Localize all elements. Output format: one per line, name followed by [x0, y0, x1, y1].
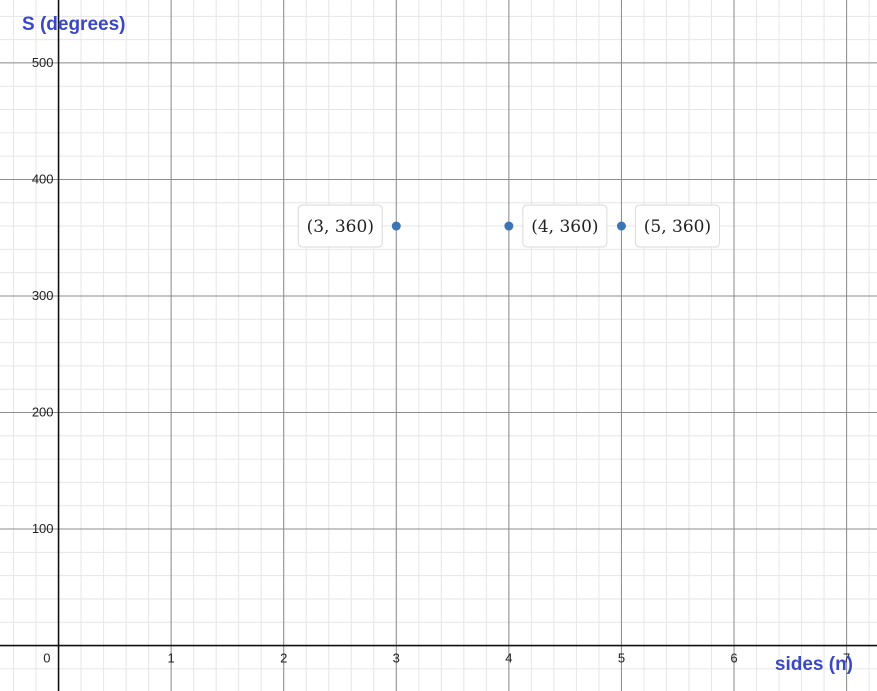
x-tick-labels: 1 2 3 4 5 6 7 0: [43, 651, 850, 666]
point-labels: (3, 360) (4, 360) (5, 360): [297, 204, 720, 248]
y-tick-label: 300: [32, 288, 54, 303]
data-point: [391, 221, 401, 231]
point-label: (3, 360): [297, 204, 383, 248]
y-tick-label: 200: [32, 405, 54, 420]
origin-tick-label: 0: [43, 651, 50, 666]
point-label: (5, 360): [634, 204, 720, 248]
point-label-text: (5, 360): [644, 217, 711, 237]
x-tick-label: 4: [505, 651, 512, 666]
point-label-box: [522, 204, 608, 248]
point-label: (4, 360): [522, 204, 608, 248]
y-tick-label: 100: [32, 521, 54, 536]
y-tick-labels: 100 200 300 400 500: [32, 55, 54, 536]
x-tick-label: 5: [618, 651, 625, 666]
y-tick-label: 500: [32, 55, 54, 70]
point-label-text: (3, 360): [307, 217, 374, 237]
y-tick-label: 400: [32, 171, 54, 186]
point-label-box: [297, 204, 383, 248]
y-axis-title: S (degrees): [22, 14, 125, 35]
data-point: [616, 221, 626, 231]
x-tick-label: 6: [730, 651, 737, 666]
x-tick-label: 3: [393, 651, 400, 666]
x-axis-title: sides (n): [775, 654, 853, 675]
x-tick-label: 1: [168, 651, 175, 666]
data-points: [391, 221, 626, 231]
data-point: [504, 221, 514, 231]
point-label-text: (4, 360): [531, 217, 598, 237]
x-tick-label: 2: [280, 651, 287, 666]
x-tick-label: 7: [843, 651, 850, 666]
point-label-box: [634, 204, 720, 248]
